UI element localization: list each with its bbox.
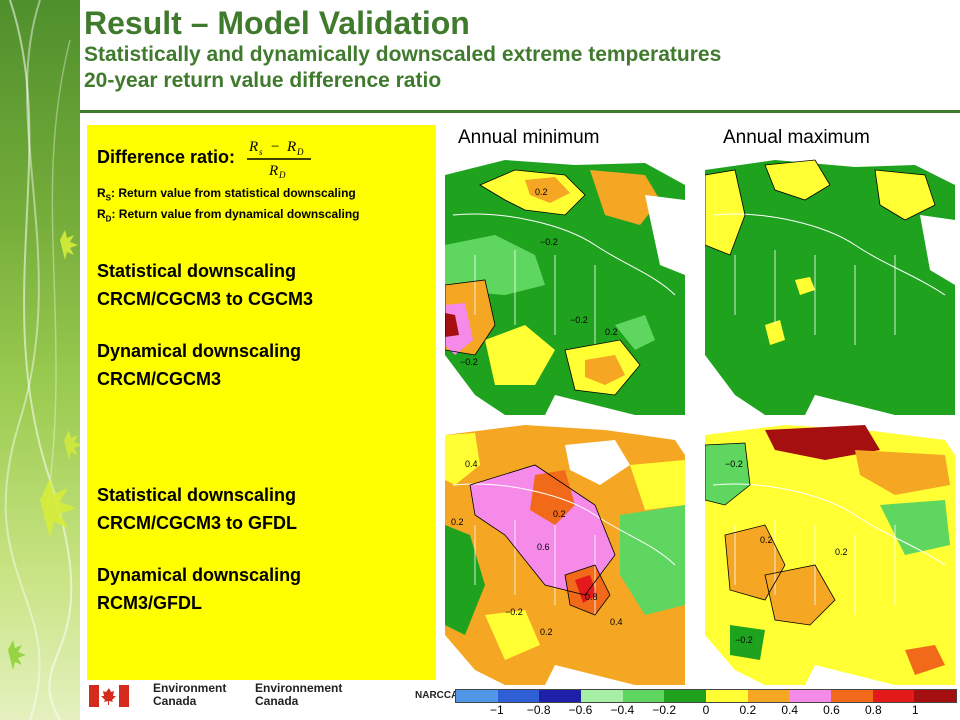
contour-label: −0.2 <box>735 635 753 645</box>
method-block-3-line-2: CRCM/CGCM3 to GFDL <box>97 512 297 533</box>
contour-label: 0.2 <box>760 535 773 545</box>
page-title: Result – Model Validation <box>84 5 470 41</box>
svg-text:s: s <box>259 147 263 157</box>
colorbar-tick-label: −0.2 <box>652 703 677 717</box>
difference-ratio-row: Difference ratio: R s − R D R D <box>97 135 426 179</box>
contour-label: 0.6 <box>537 542 550 552</box>
page-subtitle-line-1: Statistically and dynamically downscaled… <box>84 43 722 66</box>
colorbar-tick-label: 0.6 <box>823 703 840 717</box>
decorative-side-strip <box>0 0 80 720</box>
contour-label: 0.2 <box>553 509 566 519</box>
svg-text:R: R <box>286 139 296 155</box>
narccap-label: NARCCAP <box>415 690 455 701</box>
leaf-decoration <box>4 0 80 720</box>
method-block-1-line-2: CRCM/CGCM3 to CGCM3 <box>97 288 313 309</box>
contour-label: 0.4 <box>610 617 623 627</box>
contour-label: 0.2 <box>540 627 553 637</box>
contour-label: 0.2 <box>451 517 464 527</box>
page-subtitle-line-2: 20-year return value difference ratio <box>84 69 442 92</box>
colorbar-cell <box>706 690 748 702</box>
colorbar-cell <box>456 690 498 702</box>
contour-label: 0.2 <box>535 187 548 197</box>
method-block-3-line-1: Statistical downscaling <box>97 484 297 505</box>
ec-french-line-1: Environnement <box>255 681 343 695</box>
colorbar-cell <box>539 690 582 702</box>
ec-english-line-1: Environment <box>153 681 227 695</box>
method-block-2-line-2: CRCM/CGCM3 <box>97 368 221 389</box>
contour-label: 0.2 <box>835 547 848 557</box>
colorbar-cell <box>872 690 915 702</box>
contour-label: −0.2 <box>460 357 478 367</box>
colorbar-cell <box>789 690 832 702</box>
colorbar-tick-label: 0 <box>702 703 710 717</box>
colorbar-tick-label: 0.2 <box>739 703 757 717</box>
colorbar-cell <box>914 690 957 702</box>
column-label-annual-maximum: Annual maximum <box>723 127 870 148</box>
contour-label: 0.8 <box>585 592 598 602</box>
map-bottom-right: −0.2 0.2 −0.2 0.2 <box>705 425 955 685</box>
colorbar-cell <box>497 690 540 702</box>
contour-label: −0.2 <box>540 237 558 247</box>
contour-label: 0.4 <box>465 459 478 469</box>
contour-label: −0.2 <box>725 459 743 469</box>
colorbar-tick-label: 0.4 <box>781 703 798 717</box>
svg-text:R: R <box>248 139 258 155</box>
environment-canada-logo: Environment Canada Environnement Canada <box>85 682 415 712</box>
svg-text:D: D <box>278 170 286 179</box>
colorbar-cell <box>747 690 790 702</box>
ec-french-line-2: Canada <box>255 694 299 708</box>
colorbar-tick-label: 0.8 <box>864 703 882 717</box>
svg-text:−: − <box>271 139 279 155</box>
svg-text:R: R <box>268 163 278 179</box>
header: Result – Model Validation Statistically … <box>84 4 954 94</box>
contour-label: −0.2 <box>505 607 523 617</box>
method-block-4-line-2: RCM3/GFDL <box>97 592 202 613</box>
method-block-4-line-1: Dynamical downscaling <box>97 564 302 585</box>
rs-definition: RS: Return value from statistical downsc… <box>97 186 356 203</box>
colorbar-tick-label: −0.6 <box>568 703 593 717</box>
colorbar-tick-label: −0.4 <box>610 703 635 717</box>
map-bottom-left: 0.4 0.2 0.6 0.2 0.8 −0.2 0.2 0.4 <box>445 425 685 685</box>
canada-flag-icon <box>89 685 129 707</box>
colorbar <box>455 689 957 703</box>
colorbar-cell <box>622 690 665 702</box>
colorbar-cell <box>664 690 707 702</box>
contour-label: −0.2 <box>570 315 588 325</box>
colorbar-cell <box>581 690 623 702</box>
explanation-panel: Difference ratio: R s − R D R D RS: Retu… <box>87 125 436 680</box>
ec-english-line-2: Canada <box>153 694 197 708</box>
colorbar-tick-label: −1 <box>489 703 504 717</box>
method-block-2-line-1: Dynamical downscaling <box>97 340 302 361</box>
method-block-1-line-1: Statistical downscaling <box>97 260 297 281</box>
contour-label: 0.2 <box>605 327 618 337</box>
map-top-right <box>705 159 955 415</box>
colorbar-cell <box>831 690 873 702</box>
colorbar-tick-label: −0.8 <box>526 703 551 717</box>
colorbar-tick-label: 1 <box>911 703 919 717</box>
column-label-annual-minimum: Annual minimum <box>458 127 600 148</box>
difference-ratio-label: Difference ratio: <box>97 146 236 167</box>
map-top-left: 0.2 0.2 −0.2 −0.2 −0.2 <box>445 160 685 415</box>
title-divider <box>80 110 960 113</box>
difference-ratio-formula: R s − R D R D <box>247 139 312 179</box>
svg-text:D: D <box>296 147 304 157</box>
rd-definition: RD: Return value from dynamical downscal… <box>97 207 360 224</box>
